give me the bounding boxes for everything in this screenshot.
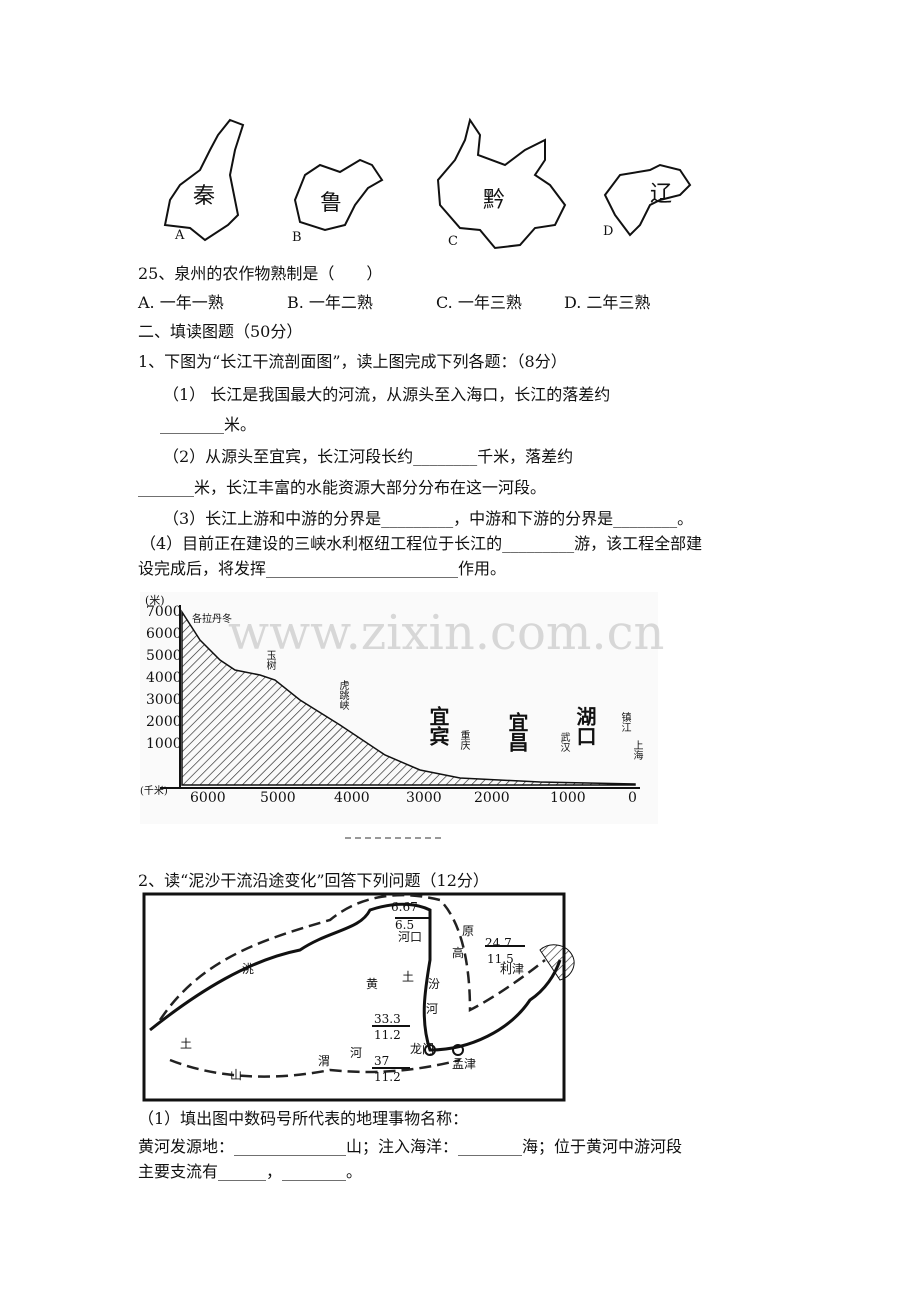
place: 虎跳峡 [337,680,348,710]
map-label: 河口 [398,930,423,944]
section-title: 二、填读图题（50分） [138,322,303,341]
map-label: 11.2 [374,1028,401,1042]
map-letter: C [448,234,458,249]
place: 玉树 [264,650,275,670]
map-label: 11.5 [487,952,514,966]
place: 镇江 [619,712,630,732]
option: A. 一年一熟 [138,293,224,312]
option: B. 一年二熟 [287,293,373,312]
place: 湖口 [573,706,597,746]
map-label: 龙门 [410,1042,435,1056]
map-label: 土 [402,970,415,984]
axis-unit: (千米) [140,786,168,797]
question-line: 黄河发源地：______________山；注入海洋：________海；位于黄… [138,1137,683,1156]
question-line: ________米。 [160,415,257,434]
y-tick-label: 4000 [146,670,182,686]
map-label: 汾 [428,977,441,991]
map-letter: B [292,230,302,245]
place: 宜昌 [505,712,529,752]
x-tick-label: 1000 [550,790,586,806]
x-tick-label: 0 [628,790,637,806]
question-stem: 1、下图为“长江干流剖面图”，读上图完成下列各题：（8分） [138,352,567,371]
map-label: 渭 [318,1054,331,1068]
y-tick-label: 3000 [146,692,182,708]
map-label: 河 [350,1046,363,1060]
option: C. 一年三熟 [436,293,522,312]
map-label: 24.7 [485,936,512,950]
question-line: （3）长江上游和中游的分界是_________，中游和下游的分界是_______… [163,509,694,528]
map-label: 黄 [366,977,379,991]
x-tick-label: 2000 [474,790,510,806]
map-label: 37 [374,1054,390,1068]
map-label: 原 [462,924,475,938]
place: 武汉 [558,732,569,752]
question-line: _______米，长江丰富的水能资源大部分分布在这一河段。 [138,478,547,497]
question-stem: 2、读“泥沙干流沿途变化”回答下列问题（12分） [138,871,489,890]
question-line: （1） 长江是我国最大的河流，从源头至入海口，长江的落差约 [163,385,611,404]
watermark: www.zixin.com.cn [228,605,665,661]
y-tick-label: 6000 [146,626,182,642]
place: 各拉丹冬 [192,614,232,625]
map-label: 土 [180,1037,193,1051]
question-line: 设完成后，将发挥________________________作用。 [138,559,507,578]
province-outlines [163,117,692,250]
map-label: 黔 [483,188,506,213]
x-tick-label: 5000 [260,790,296,806]
map-label: 孟津 [452,1057,477,1071]
yellow-river-map [142,892,575,1102]
map-label: 11.2 [374,1070,401,1084]
question-line: （2）从源头至宜宾，长江河段长约________千米，落差约 [163,447,574,466]
place: 重庆 [458,730,469,750]
option: D. 二年三熟 [564,293,651,312]
axis-unit: (米) [145,594,165,607]
map-label: 洮 [242,962,255,976]
y-tick-label: 7000 [146,604,182,620]
y-tick-label: 2000 [146,714,182,730]
x-tick-label: 6000 [190,790,226,806]
place: 上海 [631,740,642,760]
profile-chart [140,592,658,839]
x-tick-label: 3000 [406,790,442,806]
map-label: 河 [426,1002,439,1016]
question-stem: 25、泉州的农作物熟制是（ ） [138,264,383,283]
map-label: 辽 [650,182,673,207]
place: 宜宾 [426,706,450,746]
question-line: （1）填出图中数码号所代表的地理事物名称： [138,1109,469,1128]
y-tick-label: 5000 [146,648,182,664]
map-label: 山 [230,1068,243,1082]
map-letter: A [175,228,185,243]
map-label: 秦 [193,184,216,209]
map-label: 鲁 [320,191,343,216]
map-label: 高 [452,946,465,960]
map-label: 33.3 [374,1012,401,1026]
map-label: 6.5 [395,918,415,932]
question-line: 主要支流有______，________。 [138,1162,363,1181]
map-letter: D [603,224,614,239]
map-label: 利津 [500,962,525,976]
x-tick-label: 4000 [334,790,370,806]
y-tick-label: 1000 [146,736,182,752]
question-line: （4）目前正在建设的三峡水利枢纽工程位于长江的_________游，该工程全部建 [140,534,703,553]
map-label: 6.67 [391,900,418,914]
